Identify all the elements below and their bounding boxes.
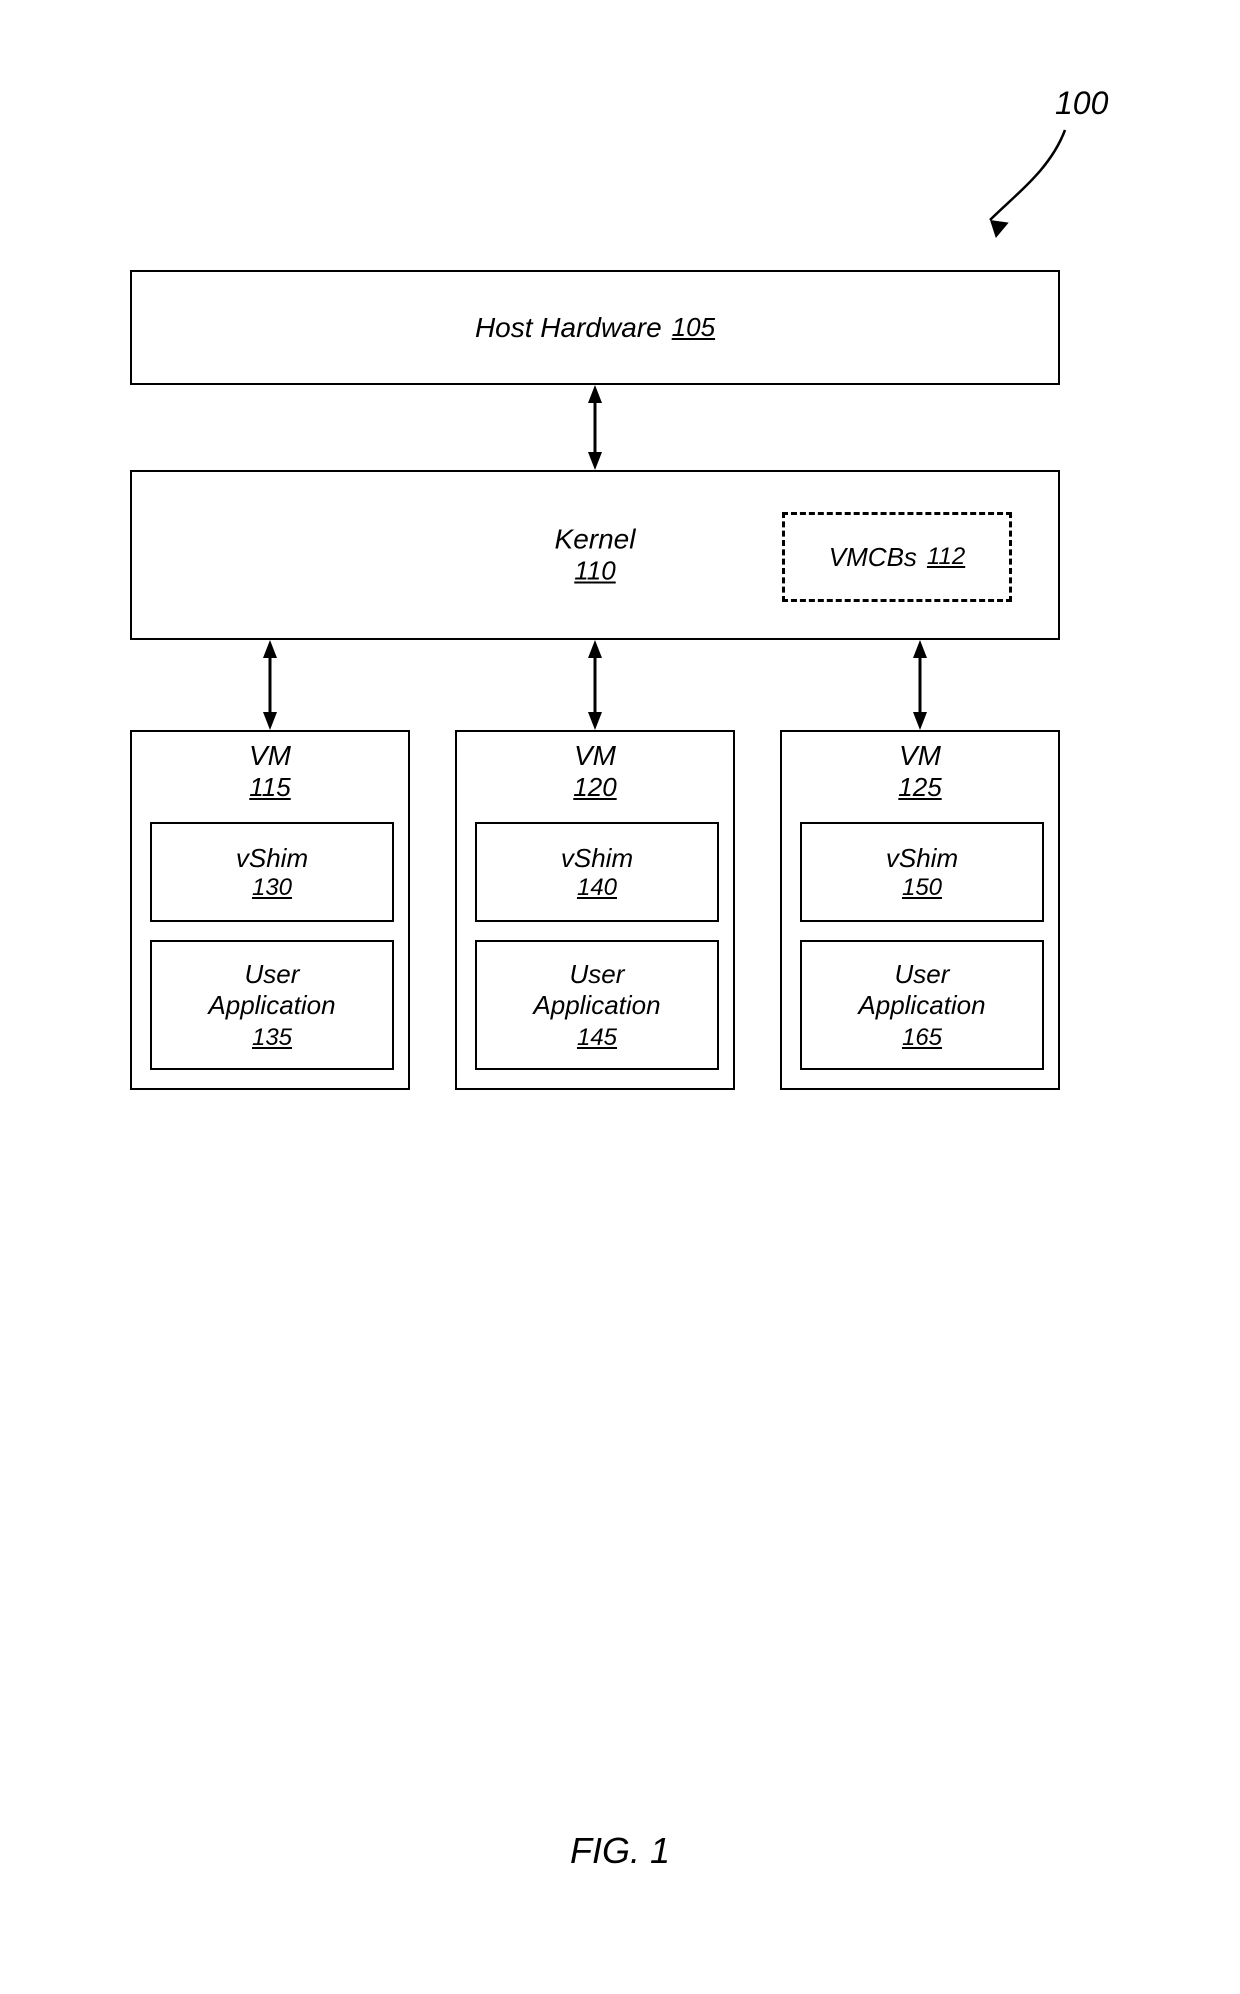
figure-caption: FIG. 1 (0, 1830, 1240, 1872)
double-arrow (0, 0, 1240, 1994)
